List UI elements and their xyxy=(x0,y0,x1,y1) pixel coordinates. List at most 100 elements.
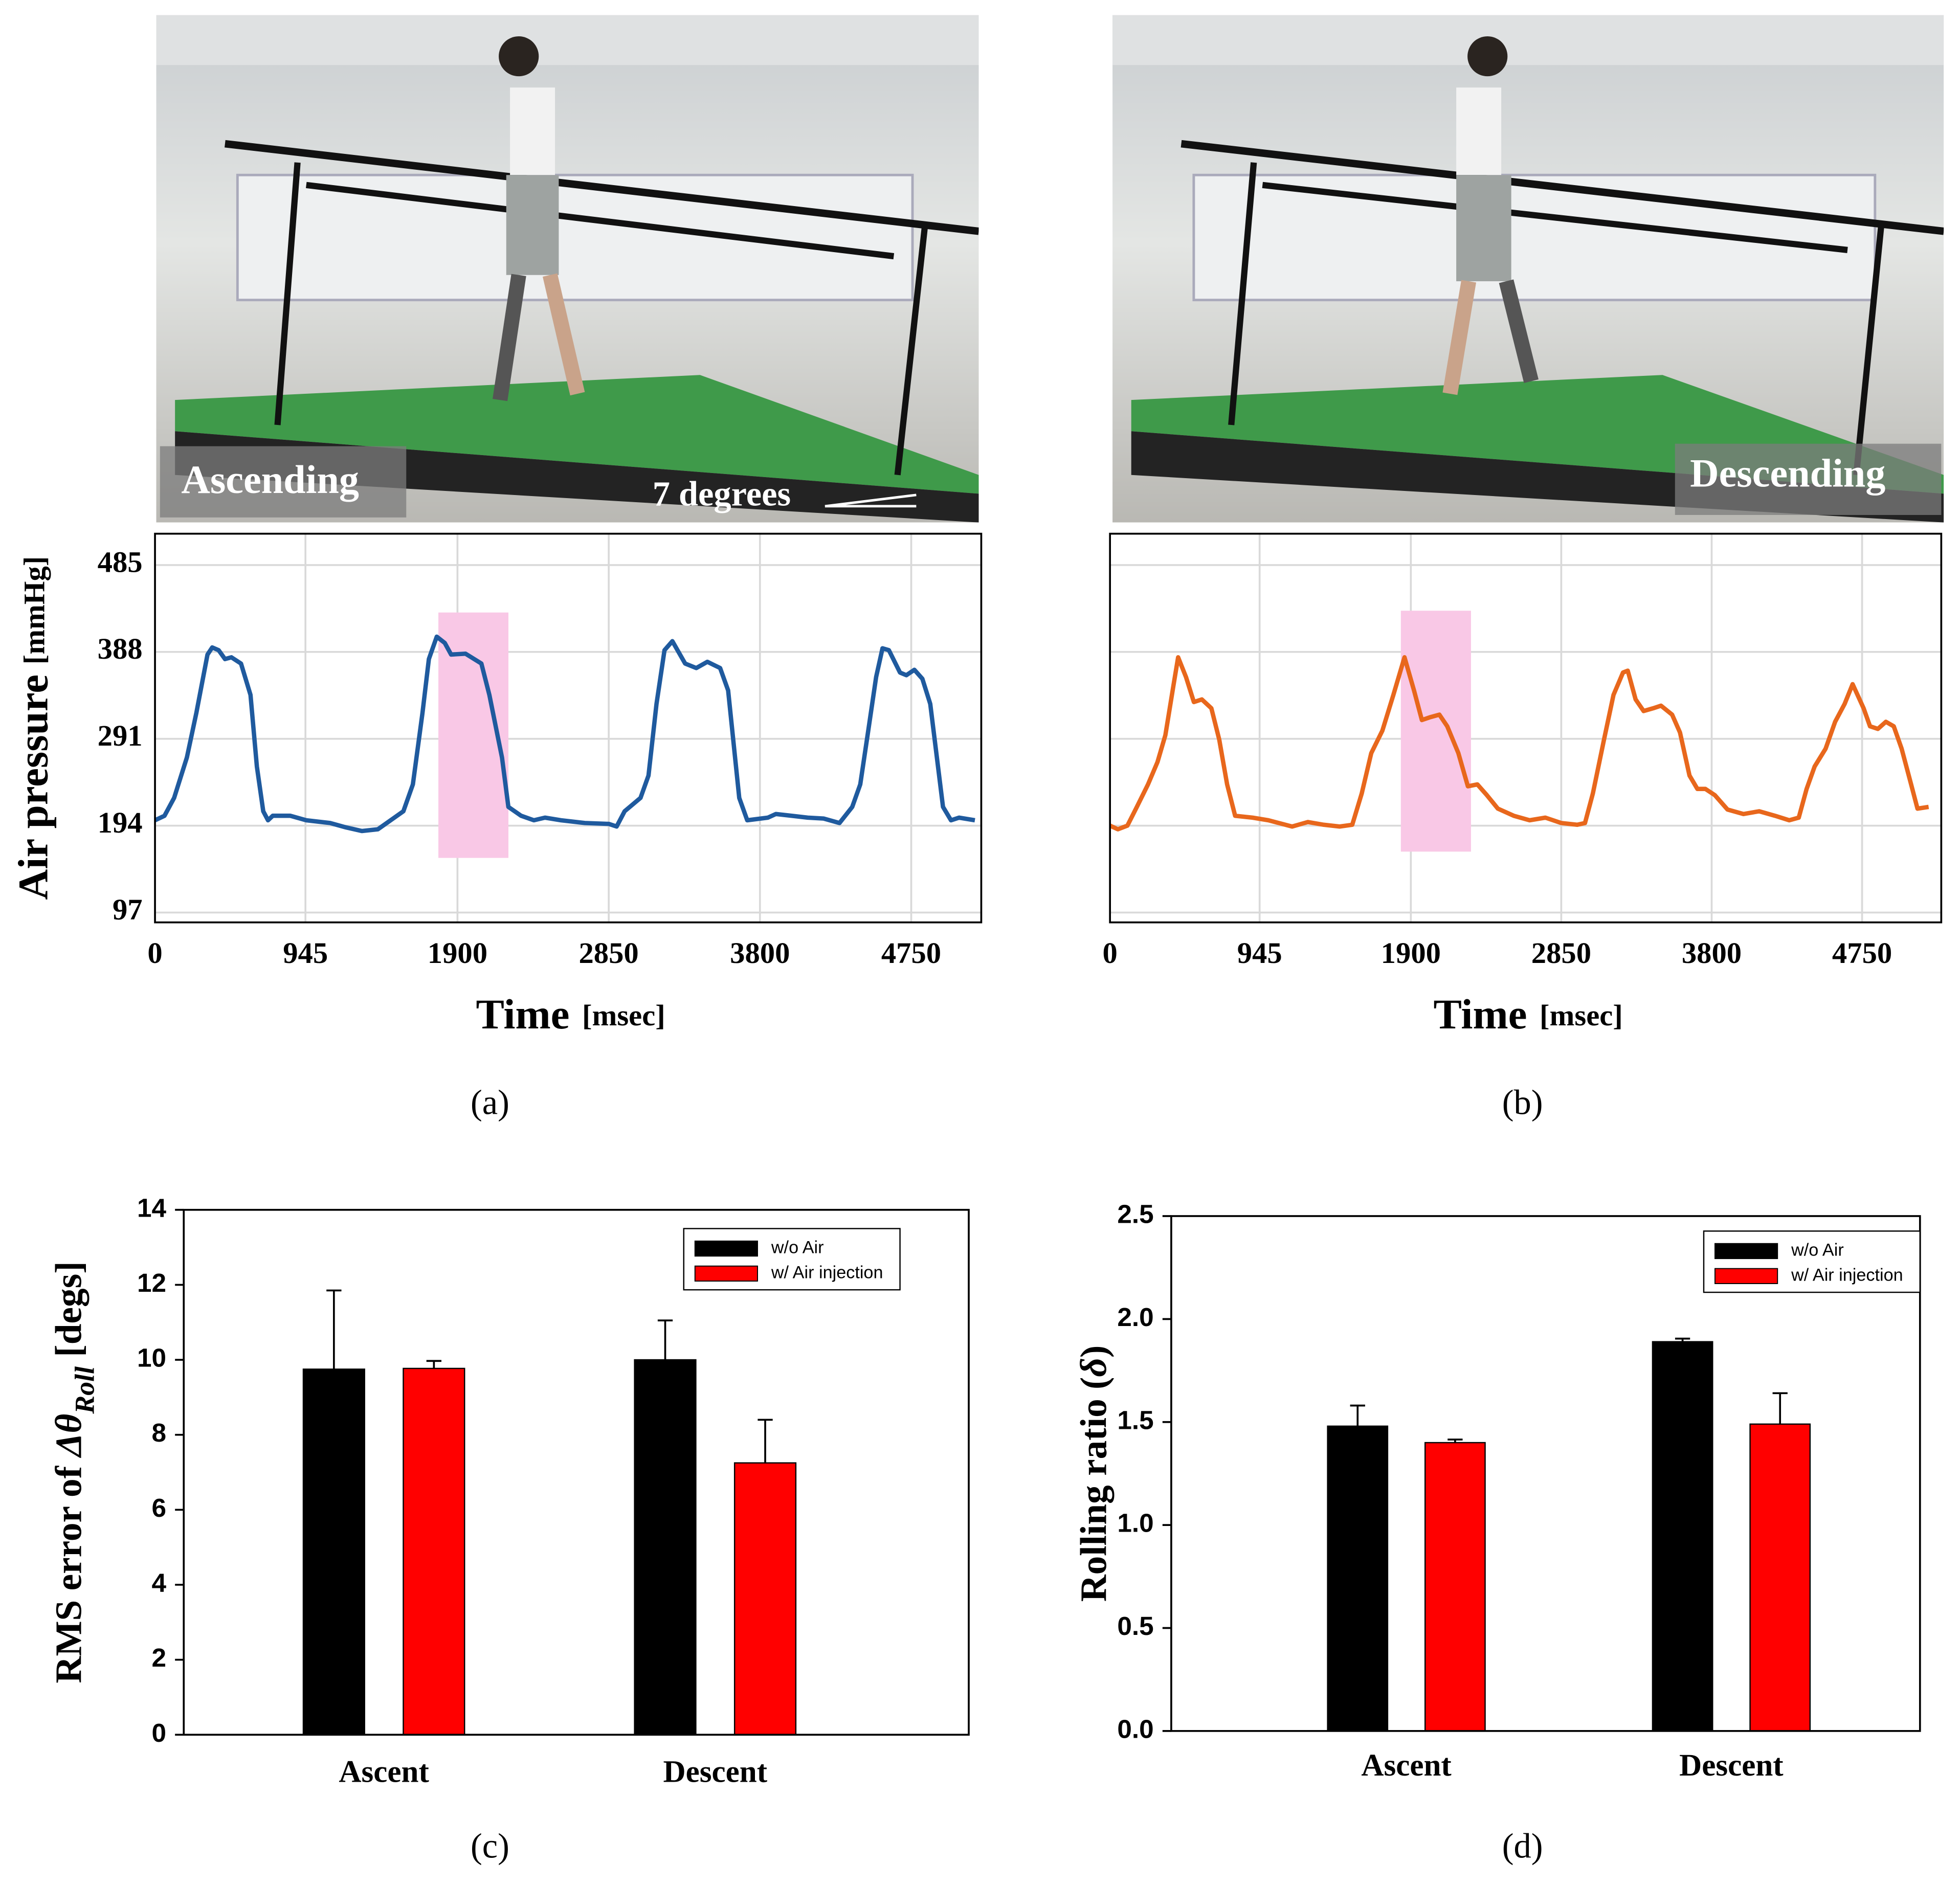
x-tick-label: Ascent xyxy=(1361,1748,1452,1783)
x-tick-label: 3800 xyxy=(730,936,790,970)
plot-frame xyxy=(183,1208,970,1736)
y-tick-label: 12 xyxy=(137,1268,166,1297)
x-axis-title: Time xyxy=(1433,991,1527,1038)
x-tick-label: 4750 xyxy=(1832,936,1892,970)
panel-label: (b) xyxy=(1502,1083,1543,1122)
bar xyxy=(1327,1425,1389,1732)
plot-0: 0 945 1900 2850 3800 4750 97 194 291 388 485 Time [m… xyxy=(9,532,983,1038)
legend-swatch xyxy=(1714,1268,1778,1284)
x-axis-label: Time [msec] xyxy=(1433,991,1622,1038)
legend: w/o Air w/ Air injection xyxy=(683,1228,901,1291)
y-tick-label: 2.0 xyxy=(1117,1303,1153,1332)
legend-label: w/ Air injection xyxy=(771,1263,883,1282)
photo-annotation: 7 degrees xyxy=(653,474,791,513)
legend-label: w/o Air xyxy=(1791,1240,1844,1260)
y-axis-label: Rolling ratio (δ) xyxy=(1073,1345,1115,1602)
x-tick-label: 1900 xyxy=(1381,936,1441,970)
y-axis-label-part: Roll xyxy=(70,1366,100,1414)
y-tick-label: 0 xyxy=(151,1718,166,1747)
x-tick-label: 3800 xyxy=(1682,936,1742,970)
x-tick-label: 2850 xyxy=(578,936,638,970)
line xyxy=(1109,655,1929,832)
legend-swatch xyxy=(1714,1243,1778,1260)
panel-label: (c) xyxy=(471,1827,509,1866)
bar xyxy=(1424,1442,1486,1732)
error-bar xyxy=(758,1419,773,1463)
y-tick-label: 388 xyxy=(98,632,143,665)
y-axis-label-part: [degs] xyxy=(48,1261,90,1366)
y-axis-label-part: δ xyxy=(1073,1358,1115,1377)
plot-frame xyxy=(154,532,983,924)
angle-icon xyxy=(825,493,917,508)
x-tick-label: 0 xyxy=(147,936,162,970)
bar xyxy=(634,1359,697,1736)
bar xyxy=(403,1367,465,1736)
y-tick-label: 0.0 xyxy=(1117,1714,1153,1743)
x-tick-label: 945 xyxy=(283,936,328,970)
legend-swatch xyxy=(694,1240,758,1257)
y-tick-label: 0.5 xyxy=(1117,1611,1153,1641)
x-tick-label: 2850 xyxy=(1531,936,1591,970)
y-axis-label-part: Δθ xyxy=(48,1414,90,1458)
x-tick-label: 4750 xyxy=(881,936,941,970)
error-bar xyxy=(426,1360,442,1368)
y-axis-label: Air pressure [mmHg] xyxy=(9,556,56,900)
error-bar xyxy=(1772,1392,1788,1424)
y-axis-unit: [mmHg] xyxy=(18,556,51,665)
y-axis-label-part: ) xyxy=(1073,1345,1115,1358)
line xyxy=(154,634,975,834)
x-tick-label: 0 xyxy=(1102,936,1117,970)
highlight xyxy=(1400,611,1471,852)
x-axis-title: Time xyxy=(476,991,569,1038)
y-tick-label: 2 xyxy=(151,1643,166,1672)
y-tick-label: 14 xyxy=(137,1193,167,1222)
y-axis-label-part: RMS error of xyxy=(48,1457,90,1683)
photo-label: Descending xyxy=(1690,451,1885,496)
y-tick-label: 97 xyxy=(113,893,143,926)
x-tick-label: 945 xyxy=(1237,936,1282,970)
legend: w/o Air w/ Air injection xyxy=(1703,1230,1921,1293)
y-tick-label: 1.0 xyxy=(1117,1509,1153,1538)
panel-label: (d) xyxy=(1502,1827,1543,1866)
y-tick-label: 6 xyxy=(151,1493,166,1522)
y-tick-label: 1.5 xyxy=(1117,1405,1153,1434)
y-tick-label: 4 xyxy=(151,1568,166,1597)
error-bar xyxy=(326,1289,342,1369)
photo-ascending xyxy=(156,15,979,523)
panel-label: (a) xyxy=(471,1083,509,1122)
y-axis-title: Air pressure xyxy=(9,675,56,900)
x-tick-label: Ascent xyxy=(339,1755,429,1789)
legend-label: w/ Air injection xyxy=(1791,1265,1903,1285)
y-axis-label-part: Rolling ratio ( xyxy=(1073,1377,1115,1602)
plot-2: Ascent Descent 0 2 4 6 8 10 12 14 RMS error of ΔθR… xyxy=(48,1193,970,1789)
y-tick-label: 291 xyxy=(98,719,143,752)
bar xyxy=(1652,1341,1713,1732)
y-tick-label: 10 xyxy=(137,1343,166,1373)
bar xyxy=(1749,1423,1811,1732)
x-axis-unit: [msec] xyxy=(1540,999,1623,1032)
x-axis-label: Time [msec] xyxy=(476,991,665,1038)
plot-frame xyxy=(1170,1215,1921,1732)
plot-1: 0 945 1900 2850 3800 4750 Time [msec] xyxy=(1102,532,1943,1038)
y-tick-label: 2.5 xyxy=(1117,1200,1153,1229)
x-tick-label: 1900 xyxy=(428,936,487,970)
legend-swatch xyxy=(694,1265,758,1282)
error-bar xyxy=(1350,1404,1365,1426)
x-tick-label: Descent xyxy=(663,1755,768,1789)
y-tick-label: 8 xyxy=(151,1418,166,1447)
plot-3: Ascent Descent 0.0 0.5 1.0 1.5 2.0 2.5 Rolling r… xyxy=(1073,1200,1921,1783)
x-axis-unit: [msec] xyxy=(582,999,665,1032)
y-tick-label: 485 xyxy=(98,545,143,578)
bar xyxy=(733,1462,797,1736)
photo-label: Ascending xyxy=(181,457,359,502)
bar xyxy=(302,1368,365,1736)
y-tick-label: 194 xyxy=(98,806,143,839)
label-box xyxy=(160,446,407,518)
error-bar xyxy=(657,1319,673,1360)
label-box xyxy=(1675,443,1942,515)
x-tick-label: Descent xyxy=(1679,1748,1784,1783)
legend-label: w/o Air xyxy=(771,1238,824,1258)
plot-frame xyxy=(1109,532,1943,924)
y-axis-label: RMS error of ΔθRoll [degs] xyxy=(48,1261,101,1683)
